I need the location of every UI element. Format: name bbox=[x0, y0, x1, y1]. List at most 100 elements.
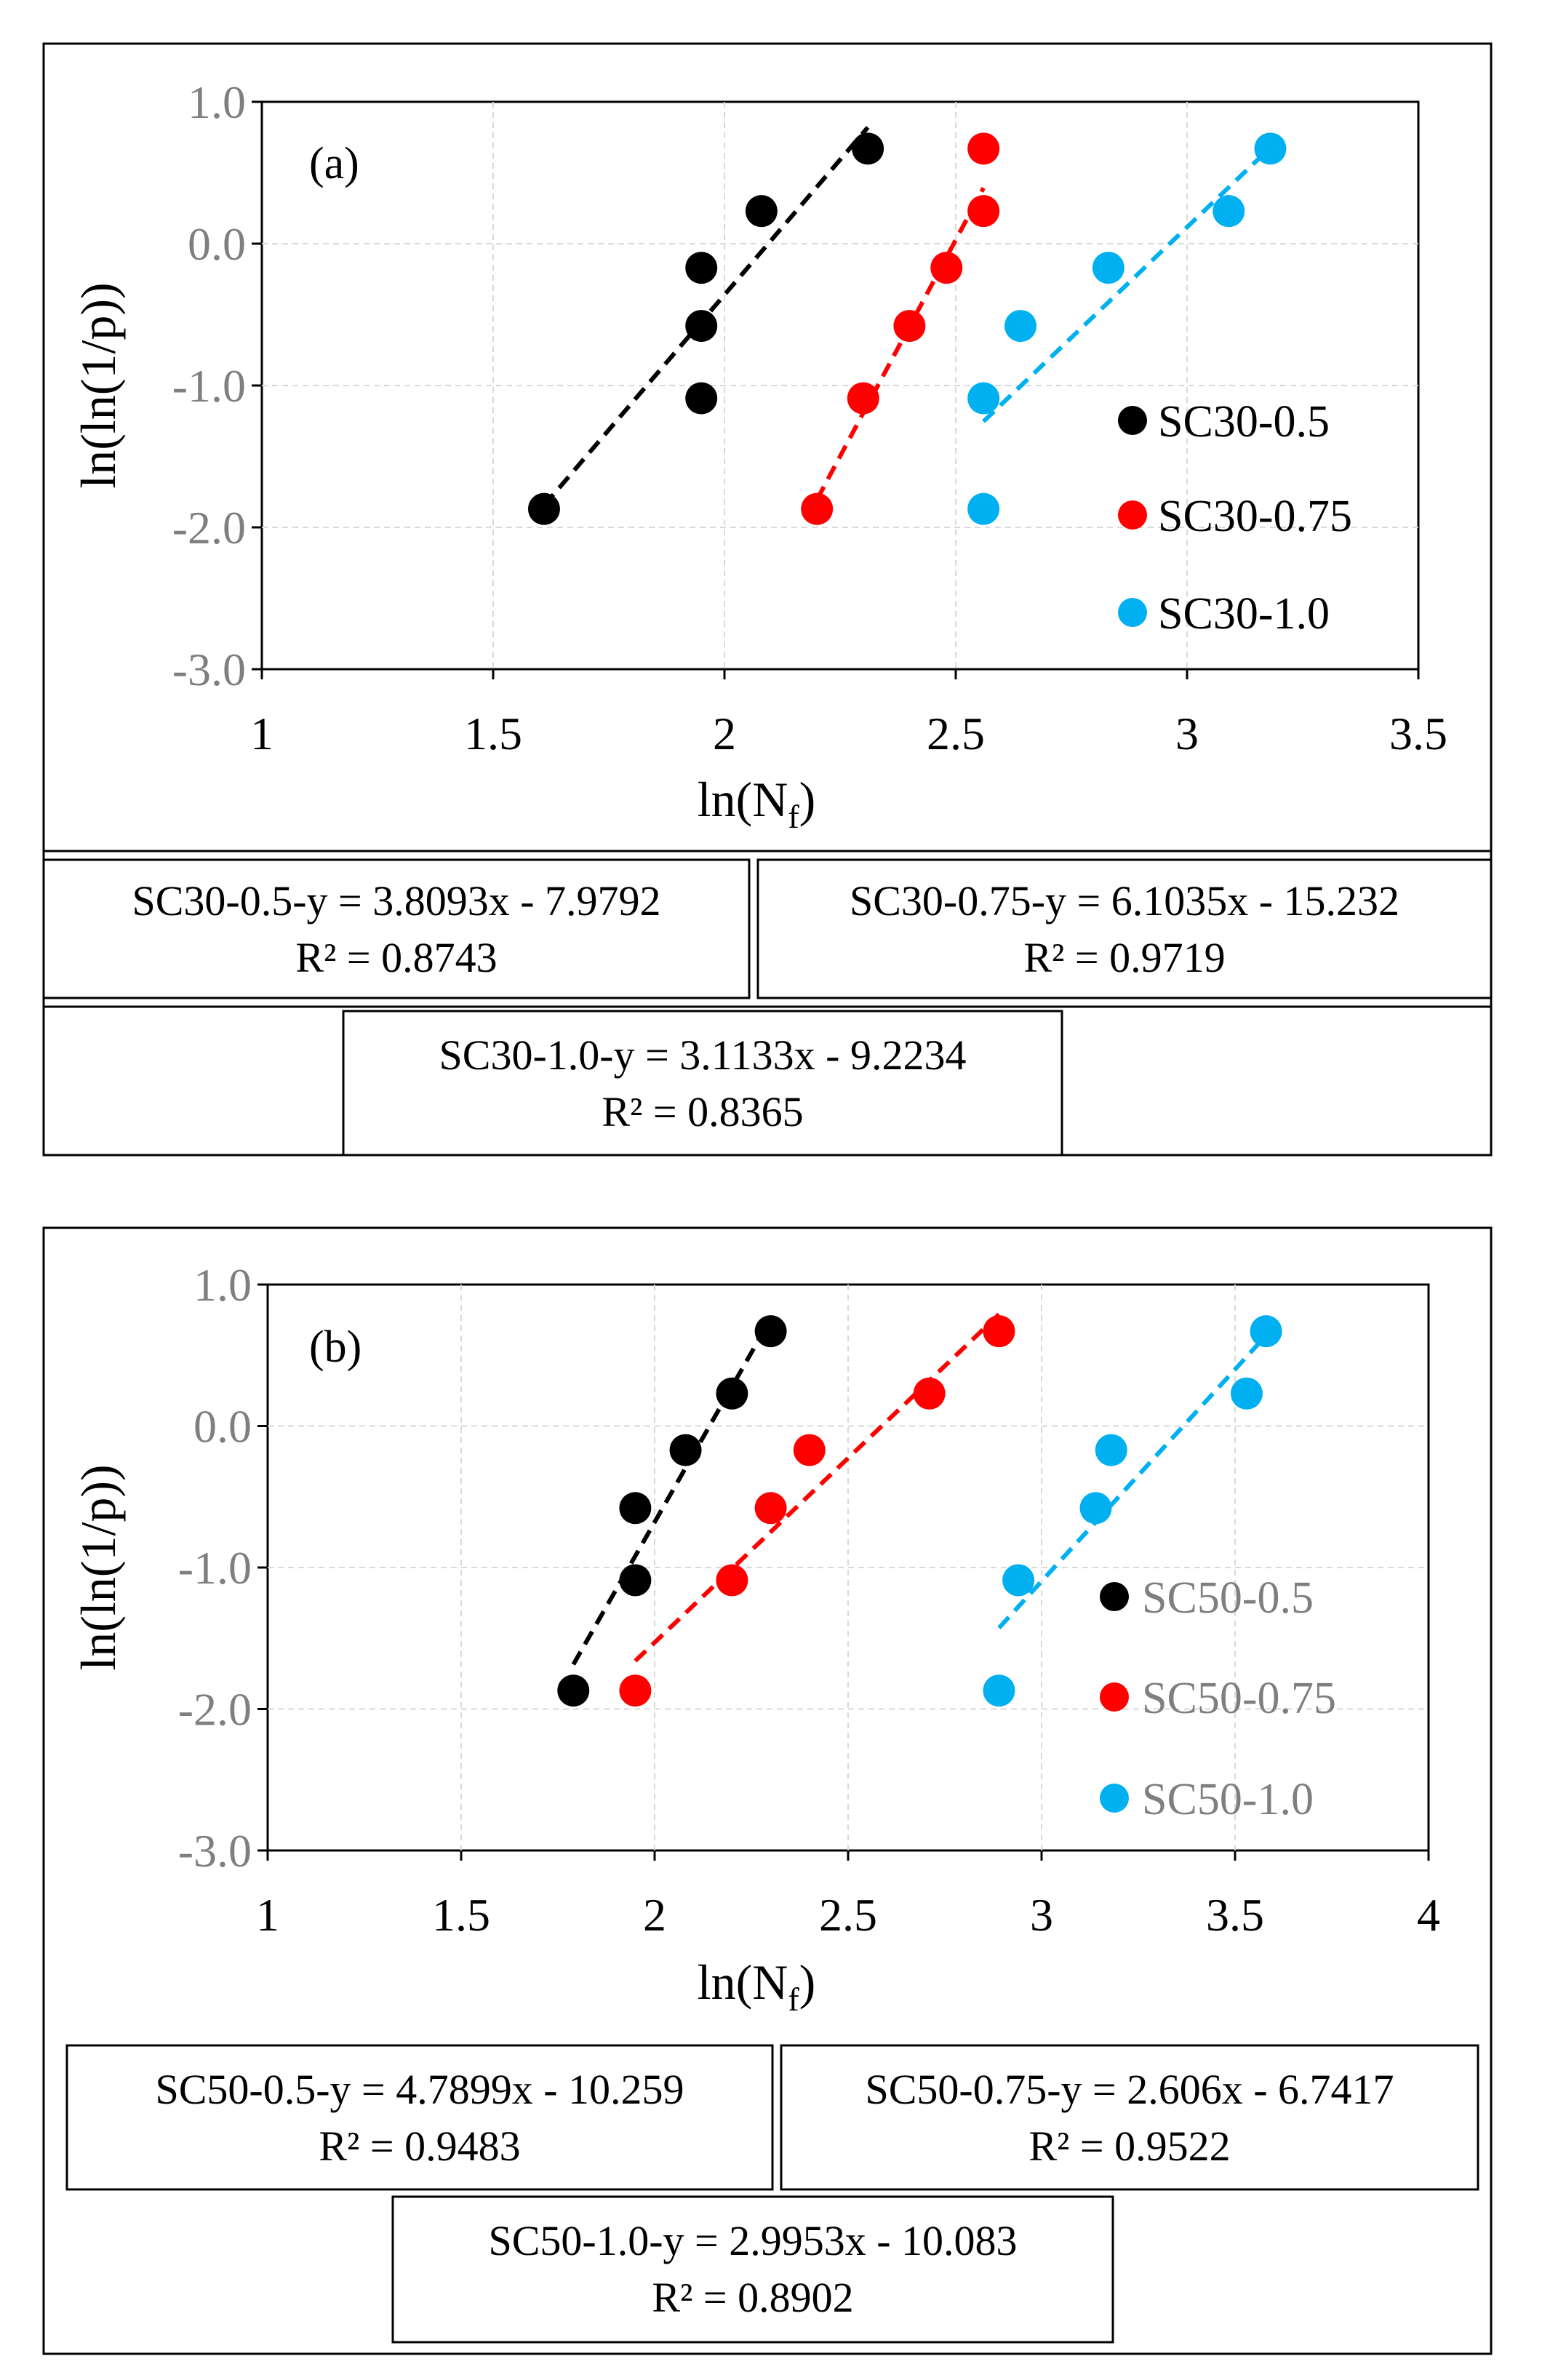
r-squared-text: R² = 0.8365 bbox=[602, 1088, 803, 1135]
point-sc30-0.75 bbox=[801, 492, 834, 525]
point-sc50-0.75 bbox=[716, 1564, 748, 1597]
point-sc50-0.5 bbox=[619, 1492, 652, 1525]
y-tick-label: -1.0 bbox=[178, 1542, 252, 1594]
legend-item-sc30-0.75: SC30-0.75 bbox=[1118, 492, 1352, 541]
point-sc30-0.75 bbox=[930, 252, 963, 284]
y-tick-label: -2.0 bbox=[172, 502, 246, 554]
x-tick-label: 2.5 bbox=[927, 708, 985, 759]
trendline-sc30-0.5 bbox=[542, 126, 870, 507]
x-tick-label: 3.5 bbox=[1389, 708, 1447, 759]
point-sc30-0.75 bbox=[967, 132, 1000, 165]
point-sc50-0.75 bbox=[983, 1315, 1015, 1348]
point-sc50-1.0 bbox=[1250, 1315, 1282, 1348]
panel-b-x-ticks: 1 1.5 2 2.5 3 3.5 4 bbox=[256, 1850, 1440, 1941]
point-sc50-0.5 bbox=[669, 1434, 702, 1466]
x-tick-label: 4 bbox=[1417, 1889, 1440, 1941]
point-sc50-0.5 bbox=[557, 1674, 590, 1707]
equation-text: SC30-1.0-y = 3.1133x - 9.2234 bbox=[439, 1031, 967, 1079]
panel-b: 1.0 0.0 -1.0 -2.0 -3.0 1 1.5 2 2.5 3 3.5 4 (b) ln(… bbox=[42, 1226, 1493, 2355]
point-sc50-0.75 bbox=[619, 1674, 652, 1707]
equation-text: SC30-0.75-y = 6.1035x - 15.232 bbox=[850, 877, 1399, 925]
legend-marker-sc50-0.5 bbox=[1100, 1582, 1129, 1611]
equation-box-frame bbox=[756, 858, 1493, 999]
point-sc30-0.5 bbox=[527, 492, 560, 525]
legend-item-sc50-1.0: SC50-1.0 bbox=[1100, 1775, 1314, 1824]
point-sc30-0.75 bbox=[893, 310, 926, 343]
panel-a-equation-box-1: SC30-0.5-y = 3.8093x - 7.9792 R² = 0.874… bbox=[42, 858, 751, 999]
panel-a-label: (a) bbox=[309, 139, 359, 188]
equation-box-frame bbox=[342, 1010, 1063, 1157]
panel-b-frame bbox=[42, 1226, 1493, 2355]
legend-item-sc50-0.75: SC50-0.75 bbox=[1100, 1674, 1336, 1723]
point-sc50-1.0 bbox=[1095, 1434, 1127, 1466]
x-tick-label: 2 bbox=[713, 708, 736, 759]
trendline-sc50-0.75 bbox=[634, 1312, 1001, 1663]
legend-item-sc30-0.5: SC30-0.5 bbox=[1118, 397, 1330, 447]
equation-box-frame bbox=[65, 2044, 774, 2191]
panel-b-y-axis-label: ln(ln(1/p)) bbox=[71, 1464, 126, 1670]
equation-text: SC50-1.0-y = 2.9953x - 10.083 bbox=[488, 2217, 1017, 2264]
trendline-sc30-0.75 bbox=[815, 186, 986, 501]
equation-box-frame bbox=[780, 2044, 1479, 2191]
equation-text: SC50-0.5-y = 4.7899x - 10.259 bbox=[155, 2066, 684, 2113]
x-tick-label: 2.5 bbox=[819, 1889, 877, 1941]
legend-marker-sc30-0.5 bbox=[1118, 406, 1147, 435]
legend-marker-sc50-0.75 bbox=[1100, 1682, 1129, 1712]
point-sc30-1.0 bbox=[967, 382, 1000, 415]
point-sc30-1.0 bbox=[1254, 132, 1287, 165]
panel-b-x-axis-label: ln(Nf) bbox=[698, 1954, 816, 2018]
r-squared-text: R² = 0.9719 bbox=[1023, 934, 1225, 981]
panel-a-grid bbox=[262, 102, 1418, 669]
panel-b-y-ticks: 1.0 0.0 -1.0 -2.0 -3.0 bbox=[178, 1259, 268, 1877]
point-sc50-1.0 bbox=[983, 1674, 1015, 1707]
point-sc50-0.75 bbox=[793, 1434, 826, 1466]
point-sc30-1.0 bbox=[1004, 310, 1037, 343]
r-squared-text: R² = 0.8902 bbox=[652, 2274, 853, 2321]
point-sc30-1.0 bbox=[1213, 195, 1245, 228]
legend-label-sc30-0.75: SC30-0.75 bbox=[1158, 492, 1352, 541]
x-tick-label: 1 bbox=[256, 1889, 279, 1941]
point-sc30-1.0 bbox=[1092, 252, 1124, 284]
legend-label-sc50-1.0: SC50-1.0 bbox=[1142, 1775, 1314, 1824]
equation-box-frame bbox=[391, 2195, 1114, 2344]
panel-a-equation-box-3: SC30-1.0-y = 3.1133x - 9.2234 R² = 0.836… bbox=[342, 1010, 1063, 1157]
y-tick-label: -2.0 bbox=[178, 1684, 252, 1736]
x-tick-label: 1.5 bbox=[464, 708, 522, 759]
legend-item-sc50-0.5: SC50-0.5 bbox=[1100, 1573, 1314, 1623]
point-sc30-0.5 bbox=[685, 382, 718, 415]
panel-a-x-axis-label: ln(Nf) bbox=[698, 772, 816, 835]
equation-text: SC50-0.75-y = 2.606x - 6.7417 bbox=[865, 2066, 1394, 2113]
legend-item-sc30-1.0: SC30-1.0 bbox=[1118, 589, 1330, 639]
y-tick-label: 1.0 bbox=[193, 1259, 252, 1311]
point-sc50-0.75 bbox=[913, 1377, 946, 1410]
legend-label-sc50-0.75: SC50-0.75 bbox=[1142, 1674, 1336, 1723]
r-squared-text: R² = 0.9483 bbox=[319, 2123, 520, 2170]
point-sc30-1.0 bbox=[967, 492, 1000, 525]
point-sc30-0.5 bbox=[685, 252, 718, 284]
point-sc50-1.0 bbox=[1002, 1564, 1035, 1597]
panel-b-equation-box-3: SC50-1.0-y = 2.9953x - 10.083 R² = 0.890… bbox=[391, 2195, 1114, 2344]
point-sc50-0.5 bbox=[754, 1315, 787, 1348]
y-tick-label: 0.0 bbox=[188, 218, 246, 270]
legend-marker-sc30-1.0 bbox=[1118, 598, 1147, 627]
point-sc50-0.5 bbox=[716, 1377, 748, 1410]
legend-label-sc30-1.0: SC30-1.0 bbox=[1158, 589, 1330, 639]
x-tick-label: 1 bbox=[250, 708, 273, 759]
point-sc50-0.5 bbox=[619, 1564, 652, 1597]
y-tick-label: 1.0 bbox=[188, 76, 246, 128]
x-tick-label: 1.5 bbox=[432, 1889, 490, 1941]
point-sc50-1.0 bbox=[1230, 1377, 1263, 1410]
r-squared-text: R² = 0.8743 bbox=[295, 934, 497, 981]
point-sc50-1.0 bbox=[1079, 1492, 1112, 1525]
equation-text: SC30-0.5-y = 3.8093x - 7.9792 bbox=[132, 877, 660, 925]
y-tick-label: -3.0 bbox=[178, 1825, 252, 1877]
y-tick-label: 0.0 bbox=[193, 1401, 252, 1453]
trendline-sc50-1.0 bbox=[997, 1333, 1268, 1629]
panel-a-equation-box-2: SC30-0.75-y = 6.1035x - 15.232 R² = 0.97… bbox=[756, 858, 1493, 999]
legend-marker-sc50-1.0 bbox=[1100, 1784, 1129, 1813]
x-tick-label: 2 bbox=[643, 1889, 666, 1941]
panel-b-grid bbox=[268, 1285, 1429, 1850]
legend-label-sc30-0.5: SC30-0.5 bbox=[1158, 397, 1330, 447]
point-sc30-0.5 bbox=[685, 310, 718, 343]
